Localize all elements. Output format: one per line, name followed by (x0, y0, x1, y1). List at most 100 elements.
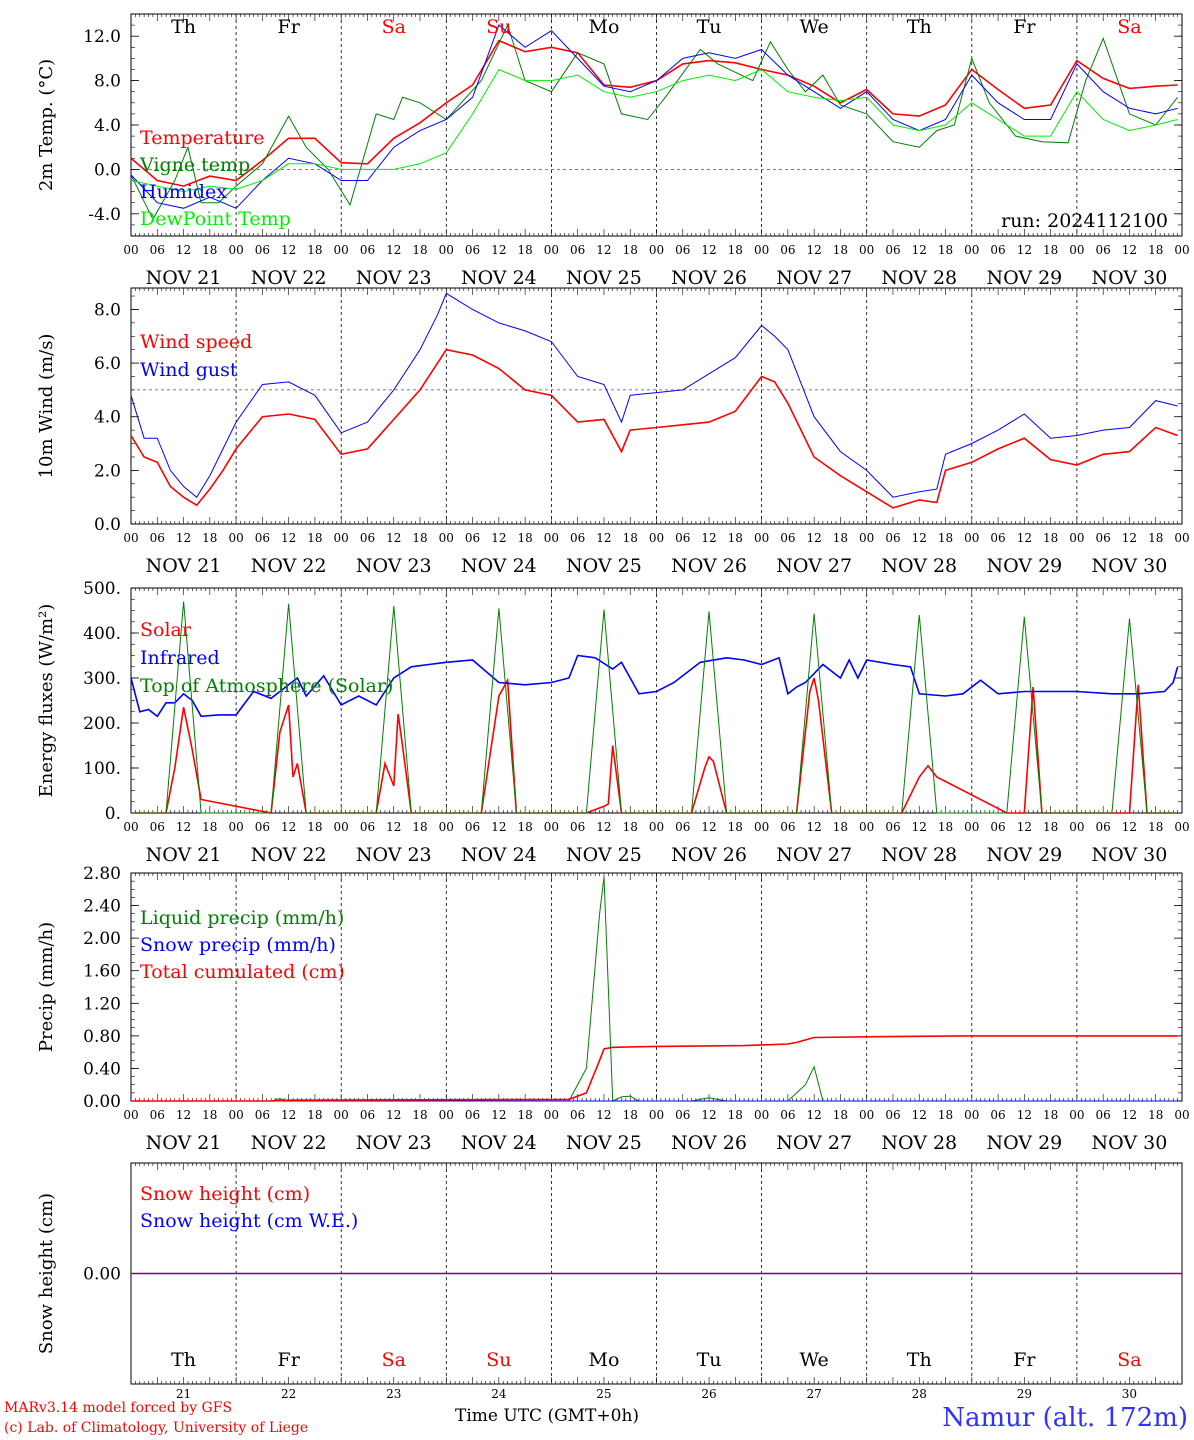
hour-label: 06 (780, 531, 795, 545)
hour-label: 18 (728, 820, 743, 834)
hour-label: 12 (386, 820, 401, 834)
hour-label: 00 (859, 1108, 874, 1122)
hour-label: 06 (465, 531, 480, 545)
hour-label: 18 (1043, 820, 1058, 834)
hour-label: 06 (675, 243, 690, 257)
y-tick-label: 12.0 (83, 27, 121, 47)
hour-label: 00 (964, 1108, 979, 1122)
y-tick-label: 0. (105, 804, 121, 824)
hour-label: 00 (123, 820, 138, 834)
hour-label: 00 (859, 820, 874, 834)
legend-entry: Wind speed (140, 331, 252, 353)
y-tick-label: 400. (83, 624, 121, 644)
y-axis-title: 2m Temp. (°C) (36, 59, 57, 191)
hour-label: 00 (334, 820, 349, 834)
hour-label: 00 (649, 531, 664, 545)
date-label: NOV 25 (566, 1132, 642, 1154)
y-tick-label: 0.00 (83, 1092, 121, 1112)
date-label: NOV 28 (881, 844, 957, 866)
hour-label: 00 (228, 820, 243, 834)
hour-label: 12 (281, 820, 296, 834)
hour-label: 00 (544, 531, 559, 545)
y-tick-label: 2.0 (94, 461, 121, 481)
hour-label: 12 (807, 243, 822, 257)
hour-label: 12 (1017, 531, 1032, 545)
hour-label: 12 (807, 1108, 822, 1122)
hour-label: 12 (807, 820, 822, 834)
y-tick-label: 0.0 (94, 160, 121, 180)
hour-label: 00 (649, 820, 664, 834)
y-tick-label: 0.80 (83, 1027, 121, 1047)
hour-label: 12 (701, 1108, 716, 1122)
hour-label: 12 (596, 531, 611, 545)
hour-label: 06 (150, 820, 165, 834)
hour-label: 06 (885, 531, 900, 545)
y-tick-label: 500. (83, 579, 121, 599)
date-label: NOV 27 (776, 267, 852, 289)
hour-label: 12 (596, 1108, 611, 1122)
hour-label: 18 (202, 531, 217, 545)
y-tick-label: 300. (83, 669, 121, 689)
run-label: run: 2024112100 (1001, 210, 1168, 232)
hour-label: 18 (1148, 1108, 1163, 1122)
hour-label: 18 (938, 820, 953, 834)
weekday-label: Th (907, 16, 932, 38)
weekday-label: Sa (1117, 16, 1141, 38)
series-line (130, 23, 1178, 221)
hour-label: 18 (728, 243, 743, 257)
y-tick-label: 4.0 (94, 408, 121, 428)
hour-label: 18 (623, 531, 638, 545)
hour-label: 18 (938, 243, 953, 257)
day-number-label: 26 (701, 1387, 716, 1401)
hour-label: 00 (439, 820, 454, 834)
hour-label: 18 (1148, 243, 1163, 257)
hour-label: 00 (964, 531, 979, 545)
date-label: NOV 27 (776, 1132, 852, 1154)
hour-label: 12 (1122, 531, 1137, 545)
y-tick-label: 0.0 (94, 515, 121, 535)
hour-label: 06 (465, 243, 480, 257)
hour-label: 18 (1043, 243, 1058, 257)
hour-label: 06 (570, 820, 585, 834)
hour-label: 06 (990, 820, 1005, 834)
y-tick-label: -4.0 (88, 205, 121, 225)
hour-label: 18 (833, 531, 848, 545)
hour-label: 00 (544, 243, 559, 257)
y-tick-label: 6.0 (94, 354, 121, 374)
y-tick-label: 1.20 (83, 994, 121, 1014)
hour-label: 06 (150, 243, 165, 257)
y-tick-label: 2.80 (83, 864, 121, 884)
hour-label: 12 (912, 1108, 927, 1122)
hour-label: 00 (439, 531, 454, 545)
date-label: NOV 27 (776, 844, 852, 866)
date-label: NOV 24 (461, 555, 537, 577)
date-label: NOV 29 (986, 844, 1062, 866)
hour-label: 18 (1043, 531, 1058, 545)
day-number-label: 27 (807, 1387, 822, 1401)
station-label: Namur (alt. 172m) (942, 1403, 1188, 1433)
date-label: NOV 22 (251, 1132, 327, 1154)
hour-label: 06 (360, 243, 375, 257)
hour-label: 18 (517, 1108, 532, 1122)
hour-label: 12 (1122, 243, 1137, 257)
hour-label: 12 (491, 243, 506, 257)
hour-label: 00 (1174, 820, 1189, 834)
hour-label: 18 (1148, 531, 1163, 545)
hour-label: 18 (1148, 820, 1163, 834)
hour-label: 06 (570, 531, 585, 545)
hour-label: 18 (307, 243, 322, 257)
hour-label: 00 (964, 820, 979, 834)
hour-label: 12 (1122, 1108, 1137, 1122)
hour-label: 18 (728, 1108, 743, 1122)
hour-label: 12 (1017, 243, 1032, 257)
date-label: NOV 25 (566, 267, 642, 289)
weekday-label: Sa (382, 1349, 406, 1371)
hour-label: 18 (938, 531, 953, 545)
hour-label: 00 (334, 531, 349, 545)
hour-label: 18 (938, 1108, 953, 1122)
date-label: NOV 23 (356, 1132, 432, 1154)
hour-label: 12 (912, 820, 927, 834)
hour-label: 00 (754, 531, 769, 545)
hour-label: 00 (334, 1108, 349, 1122)
hour-label: 12 (176, 531, 191, 545)
